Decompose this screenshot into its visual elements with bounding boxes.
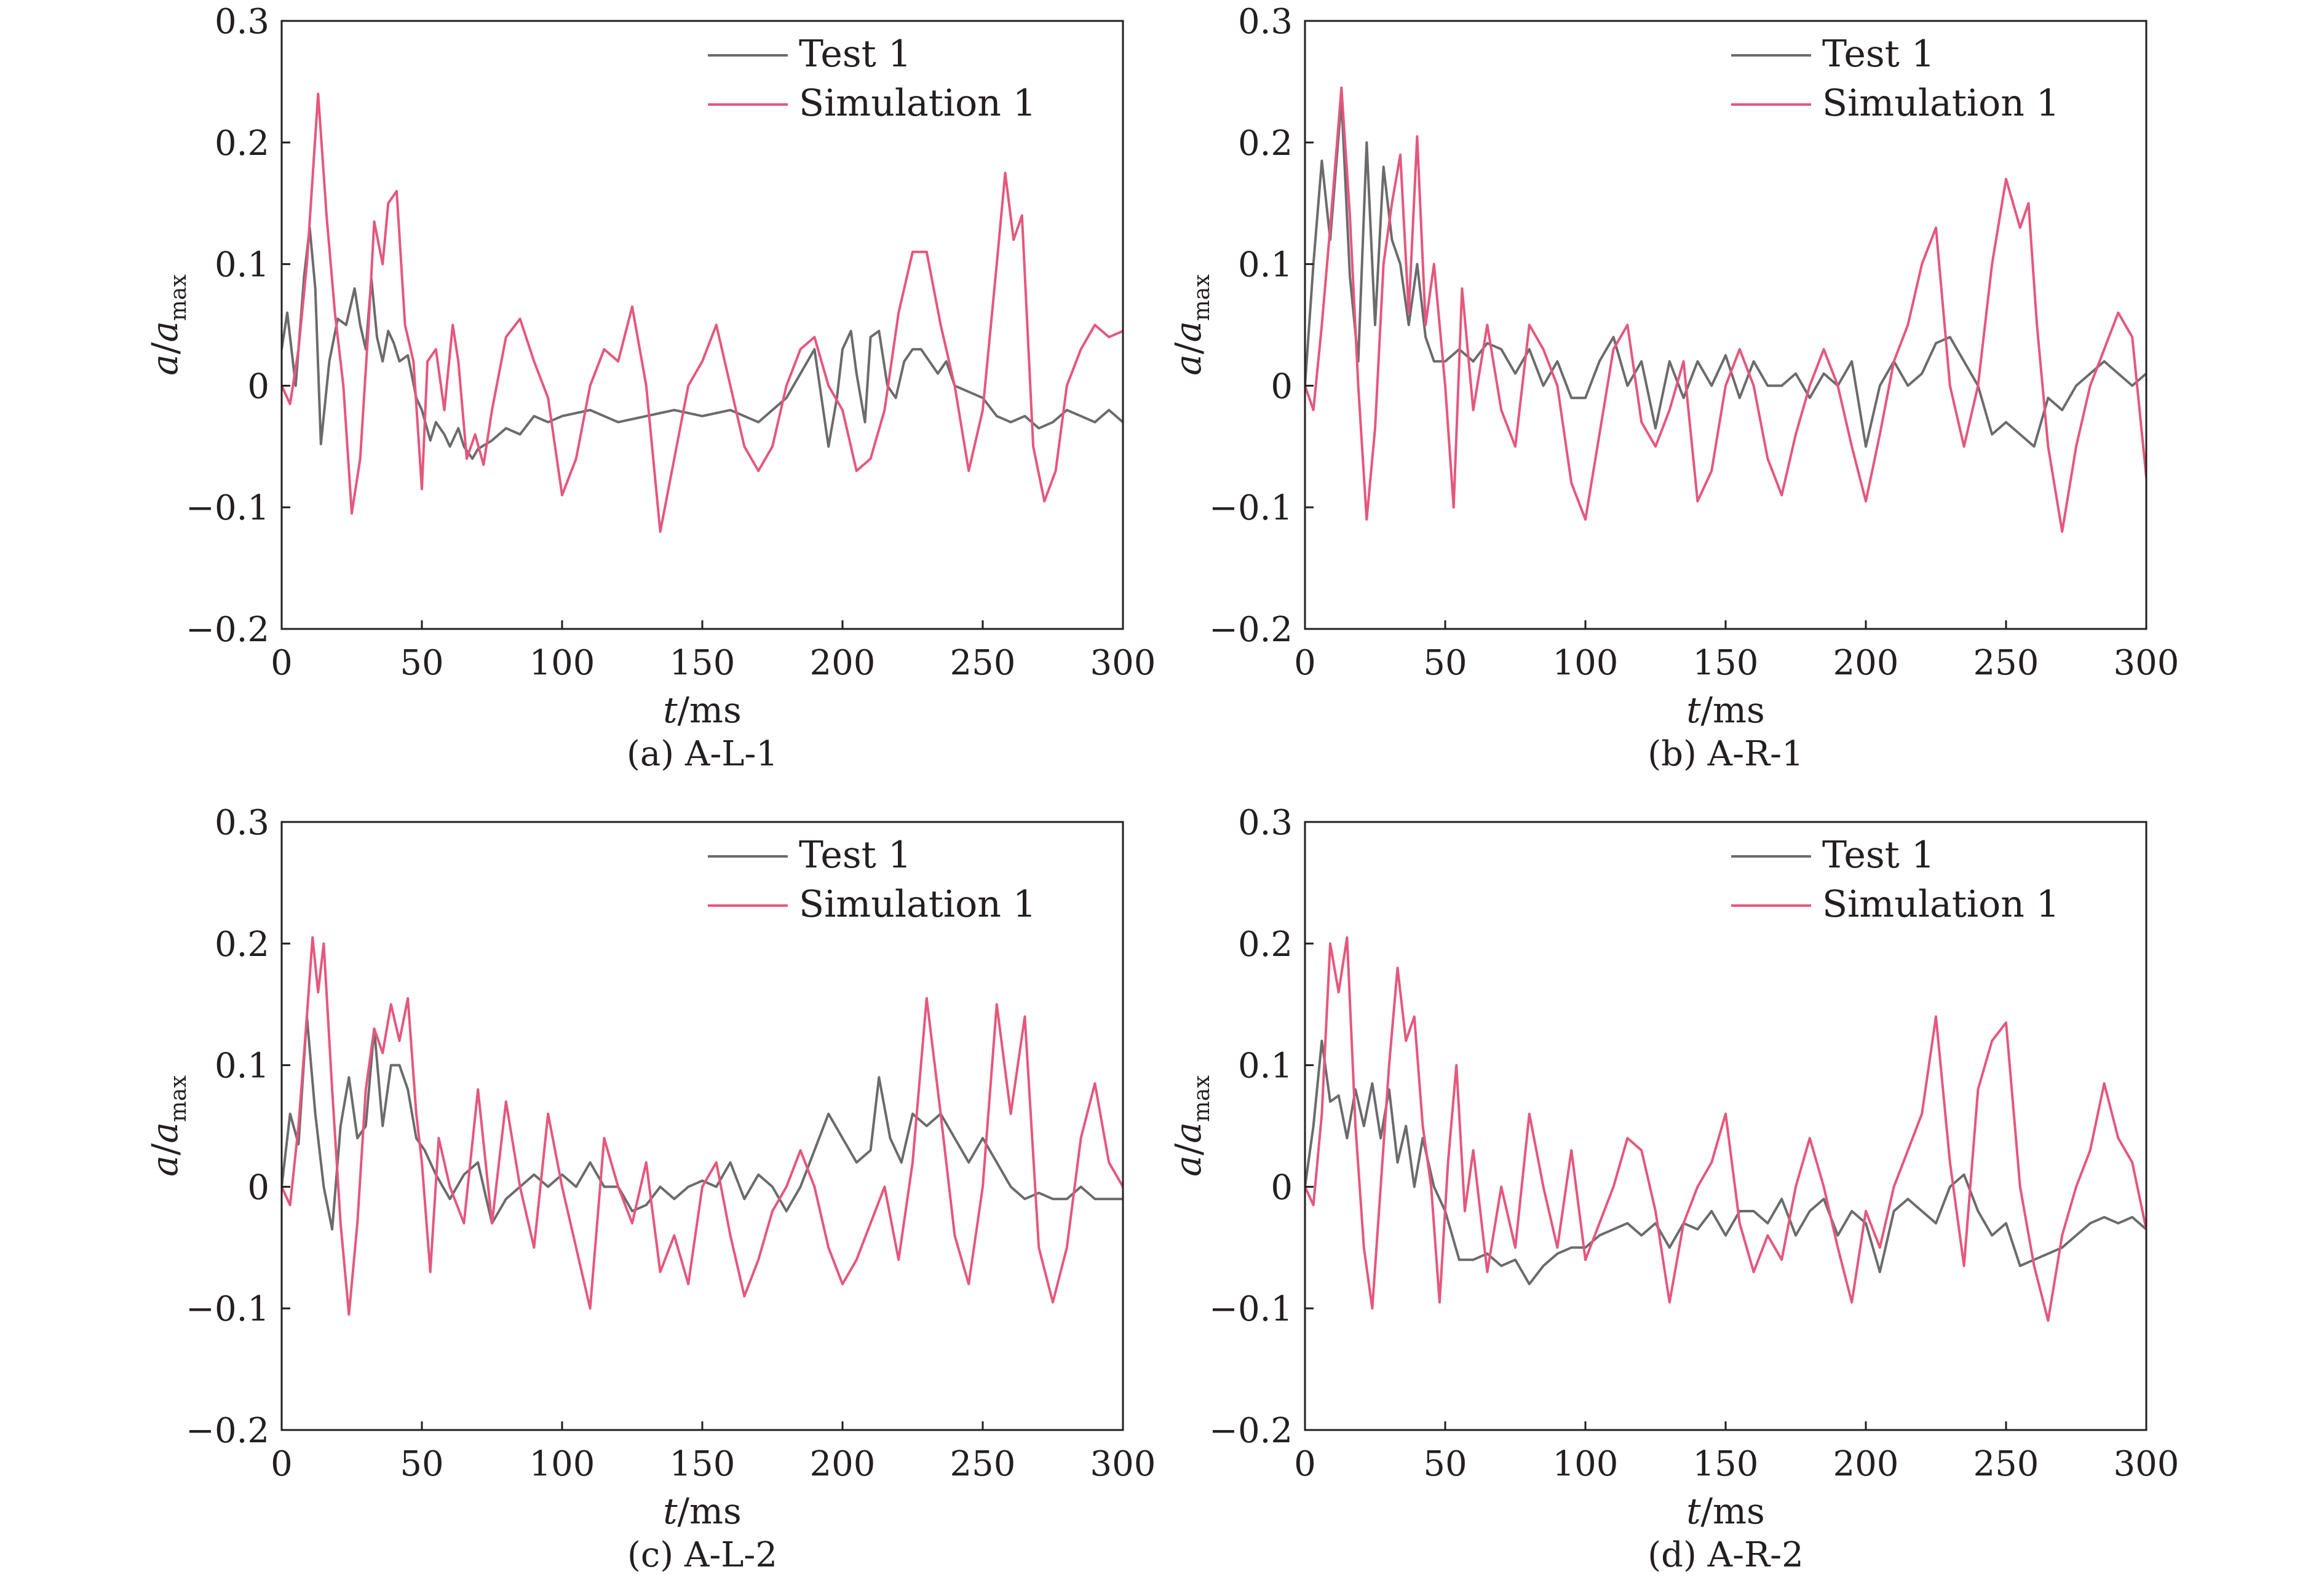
x-tick-label: 300	[1090, 643, 1156, 683]
x-tick-label: 300	[2114, 643, 2179, 683]
x-tick-label: 250	[1973, 1444, 2039, 1484]
legend: Test 1 Simulation 1	[1731, 33, 2060, 125]
x-tick-label: 0	[1294, 643, 1316, 683]
legend-entry-test: Test 1	[799, 33, 911, 76]
legend: Test 1 Simulation 1	[1731, 834, 2060, 926]
x-tick-label: 0	[271, 1444, 293, 1484]
y-tick-label: 0.3	[1238, 2, 1293, 42]
y-tick-label: 0	[1271, 1167, 1293, 1207]
x-tick-label: 150	[1693, 643, 1759, 683]
x-tick-label: 250	[1973, 643, 2039, 683]
x-tick-label: 200	[810, 1444, 876, 1484]
x-tick-label: 200	[810, 643, 876, 683]
y-tick-label: −0.2	[186, 610, 269, 650]
x-tick-label: 50	[400, 1444, 443, 1484]
x-tick-label: 100	[1553, 643, 1619, 683]
panel-caption: (d) A-R-2	[1648, 1535, 1803, 1575]
chart-panel-2: 0 50 100 150 200 250 300 −0.2 −0.1 0 0.1 0.2 0.3 t/ms…	[1167, 2, 2179, 774]
y-axis-label: a/amax	[144, 274, 191, 376]
x-tick-label: 100	[1553, 1444, 1619, 1484]
legend-entry-test: Test 1	[1822, 834, 1935, 877]
panel-caption: (b) A-R-1	[1648, 734, 1803, 774]
legend-entry-simulation: Simulation 1	[1822, 82, 2060, 125]
x-tick-label: 250	[950, 1444, 1016, 1484]
chart-panel-3: 0 50 100 150 200 250 300 −0.2 −0.1 0 0.1 0.2 0.3 t/ms…	[144, 803, 1156, 1575]
x-tick-label: 0	[1294, 1444, 1316, 1484]
y-axis-label: a/amax	[144, 1075, 191, 1177]
legend: Test 1 Simulation 1	[708, 834, 1036, 926]
x-tick-label: 50	[1423, 1444, 1467, 1484]
y-axis-label: a/amax	[1167, 274, 1215, 376]
y-tick-label: 0	[247, 366, 269, 406]
x-tick-label: 0	[271, 643, 293, 683]
y-tick-label: −0.1	[1209, 1289, 1293, 1329]
x-tick-label: 150	[670, 643, 736, 683]
x-axis-label: t/ms	[663, 1490, 742, 1532]
y-tick-label: 0.2	[215, 124, 269, 164]
y-tick-label: 0.1	[1238, 245, 1293, 285]
y-tick-label: 0.2	[1238, 124, 1293, 164]
series-line-test	[1305, 1040, 2146, 1286]
panel-caption: (c) A-L-2	[627, 1535, 777, 1575]
x-tick-label: 300	[1090, 1444, 1156, 1484]
x-tick-label: 50	[400, 643, 443, 683]
x-tick-label: 100	[529, 643, 595, 683]
x-axis-label: t/ms	[1686, 689, 1765, 731]
y-tick-label: 0	[247, 1167, 269, 1207]
y-tick-label: −0.1	[1209, 488, 1293, 528]
y-tick-label: 0.3	[1238, 803, 1293, 843]
y-tick-label: 0.1	[215, 245, 269, 285]
legend-entry-simulation: Simulation 1	[1822, 883, 2060, 926]
panel-caption: (a) A-L-1	[627, 734, 778, 774]
x-tick-label: 200	[1833, 643, 1899, 683]
series-line-simulation	[1305, 936, 2146, 1322]
y-tick-label: 0.3	[215, 803, 269, 843]
y-tick-label: −0.1	[186, 1289, 269, 1329]
y-tick-label: 0.3	[215, 2, 269, 42]
y-tick-label: 0.2	[215, 925, 269, 965]
y-tick-label: −0.1	[186, 488, 269, 528]
series-line-test	[282, 1015, 1123, 1231]
x-tick-label: 100	[529, 1444, 595, 1484]
legend-entry-test: Test 1	[799, 834, 911, 877]
y-tick-label: −0.2	[186, 1411, 269, 1451]
chart-panel-4: 0 50 100 150 200 250 300 −0.2 −0.1 0 0.1 0.2 0.3 t/ms…	[1167, 803, 2179, 1575]
x-axis-label: t/ms	[663, 689, 742, 731]
y-tick-label: 0.2	[1238, 925, 1293, 965]
legend-entry-test: Test 1	[1822, 33, 1935, 76]
x-tick-label: 150	[1693, 1444, 1759, 1484]
y-axis-label: a/amax	[1167, 1075, 1215, 1177]
x-tick-label: 300	[2114, 1444, 2179, 1484]
legend-entry-simulation: Simulation 1	[799, 883, 1036, 926]
legend: Test 1 Simulation 1	[708, 33, 1036, 125]
y-tick-label: −0.2	[1209, 1411, 1293, 1451]
legend-entry-simulation: Simulation 1	[799, 82, 1036, 125]
x-tick-label: 200	[1833, 1444, 1899, 1484]
y-tick-label: 0.1	[1238, 1046, 1293, 1086]
y-tick-label: 0	[1271, 366, 1293, 406]
chart-panel-1: 0 50 100 150 200 250 300 −0.2 −0.1 0 0.1 0.2 0.3 t/ms…	[144, 2, 1156, 774]
series-line-simulation	[282, 936, 1123, 1316]
x-tick-label: 250	[950, 643, 1016, 683]
series-line-simulation	[282, 92, 1123, 533]
series-line-test	[1305, 98, 2146, 448]
x-tick-label: 150	[670, 1444, 736, 1484]
x-axis-label: t/ms	[1686, 1490, 1765, 1532]
x-tick-label: 50	[1423, 643, 1467, 683]
series-line-simulation	[1305, 86, 2146, 533]
y-tick-label: 0.1	[215, 1046, 269, 1086]
y-tick-label: −0.2	[1209, 610, 1293, 650]
